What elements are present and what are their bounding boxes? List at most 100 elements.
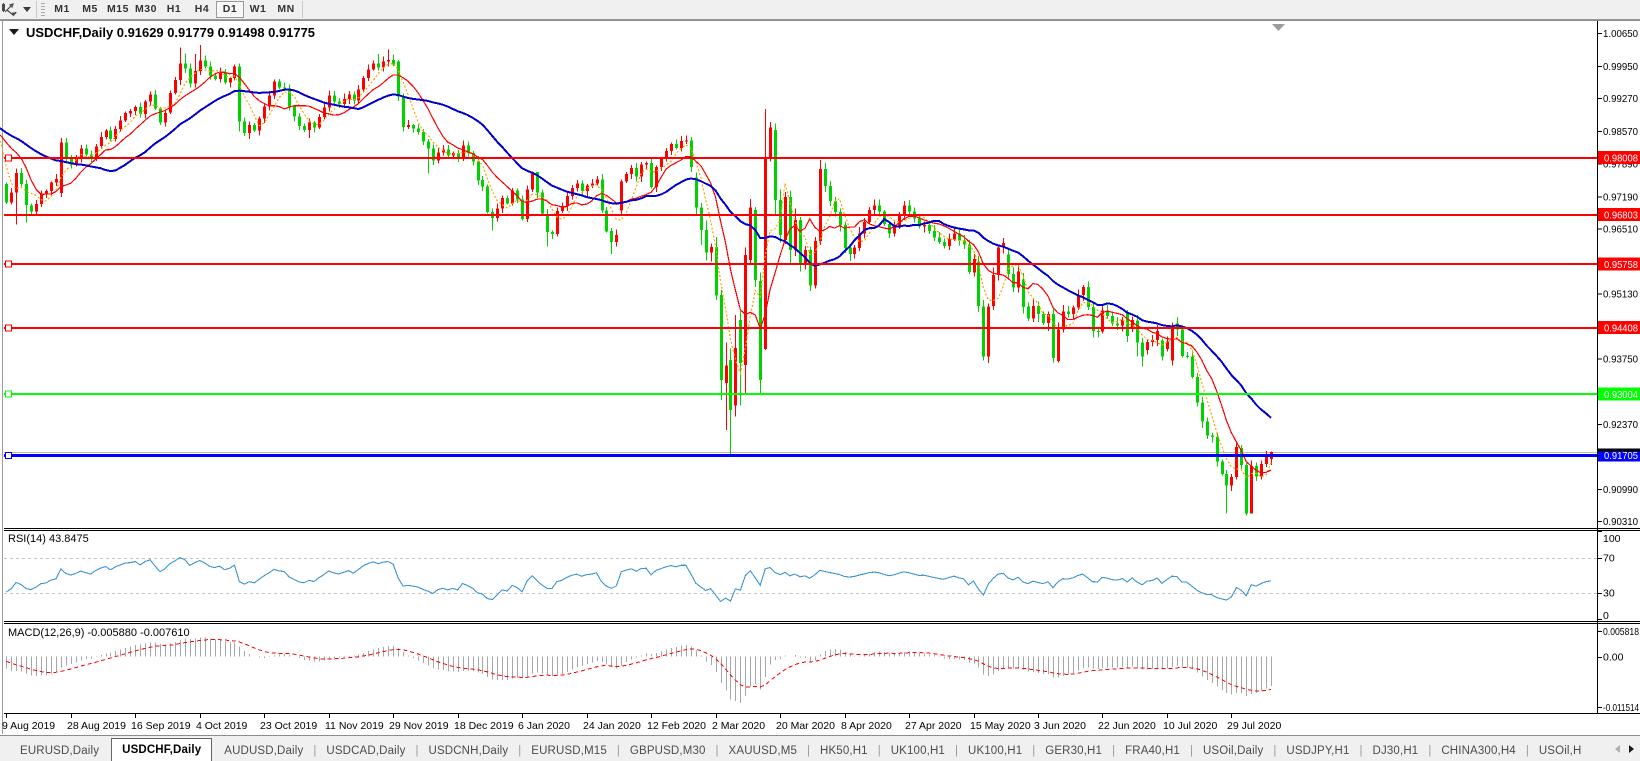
date-label: 6 Jan 2020	[518, 720, 570, 732]
price-badge-label: 0.96803	[1604, 210, 1638, 222]
chart-title-text: USDCHF,Daily 0.91629 0.91779 0.91498 0.9…	[26, 26, 315, 40]
date-label: 28 Aug 2019	[67, 720, 126, 732]
price-axis[interactable]: 1.006500.999500.992700.985700.978900.971…	[1598, 28, 1640, 528]
price-tick-label: 0.90990	[1603, 484, 1638, 496]
axis-badge-0.93004: 0.93004	[1598, 387, 1640, 401]
tab-separator: |	[518, 745, 522, 757]
date-label: 22 Jun 2020	[1098, 720, 1156, 732]
symbol-caret-icon	[9, 29, 19, 35]
main-pane[interactable]	[0, 44, 1597, 516]
chart-tab-usdchf-daily[interactable]: USDCHF,Daily	[111, 738, 213, 761]
rsi-axis-label: 100	[1603, 533, 1621, 545]
chart-tab-usoil-h[interactable]: USOil,H	[1538, 745, 1582, 757]
date-label: 15 May 2020	[970, 720, 1031, 732]
scroll-to-end-marker[interactable]	[1272, 24, 1285, 31]
tab-separator: |	[1189, 745, 1193, 757]
chart-tab-eurusd-m15[interactable]: EURUSD,M15	[531, 745, 607, 757]
date-label: 29 Nov 2019	[389, 720, 449, 732]
macd-axis-label: -0.011514	[1603, 702, 1639, 714]
price-tick-label: 0.90310	[1603, 516, 1638, 528]
period-button-m1[interactable]: M1	[54, 3, 70, 15]
rsi-axis-label: 0	[1603, 610, 1609, 622]
axis-badge-0.95758: 0.95758	[1598, 257, 1640, 271]
pane-frames	[0, 20, 1640, 734]
date-label: 2 Mar 2020	[712, 720, 765, 732]
tab-separator: |	[1273, 745, 1277, 757]
chart-tab-usdcnh-daily[interactable]: USDCNH,Daily	[428, 745, 509, 757]
date-label: 8 Apr 2020	[841, 720, 892, 732]
period-button-m5[interactable]: M5	[82, 3, 98, 15]
chart-tab-dj30-h1[interactable]: DJ30,H1	[1372, 745, 1419, 757]
chart-tab-uk100-h1[interactable]: UK100,H1	[967, 745, 1023, 757]
macd-indicator-label: MACD(12,26,9) -0.005880 -0.007610	[8, 627, 190, 639]
rsi-pane[interactable]: 100 70 30 0 RSI(14) 43.8475	[4, 531, 1621, 623]
date-label: 23 Oct 2019	[260, 720, 317, 732]
price-badge-label: 0.91705	[1604, 450, 1638, 462]
date-label: 18 Dec 2019	[454, 720, 514, 732]
tab-separator: |	[877, 745, 881, 757]
chart-type-icon[interactable]	[0, 0, 34, 19]
date-label: 3 Jun 2020	[1034, 720, 1086, 732]
date-label: 24 Jan 2020	[583, 720, 641, 732]
macd-pane[interactable]: 0.005818 0.00 -0.011514 MACD(12,26,9) -0.00…	[6, 626, 1639, 714]
tab-separator: |	[616, 745, 620, 757]
date-label: 29 Jul 2020	[1227, 720, 1281, 732]
date-label: 4 Oct 2019	[196, 720, 248, 732]
chart-area[interactable]: 1.00650 0.99950 0.99270 0.98570 0.97890 0.971…	[0, 20, 1640, 735]
chart-tab-ger30-h1[interactable]: GER30,H1	[1045, 745, 1103, 757]
tab-separator: |	[1525, 745, 1529, 757]
date-label: 20 Mar 2020	[776, 720, 835, 732]
chart-tab-uk100-h1[interactable]: UK100,H1	[890, 745, 945, 757]
period-button-h1[interactable]: H1	[166, 3, 182, 15]
chart-tab-gbpusd-m30[interactable]: GBPUSD,M30	[629, 745, 706, 757]
price-tick-label: 0.95130	[1603, 289, 1638, 301]
caret-down-icon[interactable]	[23, 7, 31, 12]
rsi-indicator-label: RSI(14) 43.8475	[8, 533, 89, 545]
chart-tab-usoil-daily[interactable]: USOil,Daily	[1202, 745, 1264, 757]
chart-tab-fra40-h1[interactable]: FRA40,H1	[1125, 745, 1180, 757]
chart-tab-hk50-h1[interactable]: HK50,H1	[820, 745, 868, 757]
toolbar: M1 M5 M15 M30 H1 H4 D1 W1 MN	[0, 0, 1640, 20]
overlay-ma25	[0, 88, 1272, 419]
tab-separator: |	[415, 745, 419, 757]
scroll-right-icon[interactable]	[1629, 745, 1634, 753]
time-axis[interactable]: 9 Aug 2019 28 Aug 2019 16 Sep 2019 4 Oct 20…	[2, 714, 1281, 732]
tab-separator: |	[807, 745, 810, 757]
chart-tab-bar: EURUSD,Daily USDCHF,Daily AUDUSD,Daily | USD…	[0, 735, 1640, 761]
toolbar-grip[interactable]	[41, 2, 45, 17]
price-tick-label: 0.92370	[1603, 419, 1638, 431]
chart-tab-usdcad-daily[interactable]: USDCAD,Daily	[326, 745, 406, 757]
date-label: 12 Feb 2020	[647, 720, 706, 732]
date-label: 11 Nov 2019	[325, 720, 384, 732]
date-label: 10 Jul 2020	[1163, 720, 1217, 732]
macd-axis-label: 0.00	[1603, 652, 1624, 664]
price-tick-label: 0.99950	[1603, 61, 1638, 73]
price-tick-label: 0.93750	[1603, 354, 1638, 366]
period-button-w1[interactable]: W1	[249, 3, 267, 15]
horizontal-lines[interactable]	[4, 154, 1597, 460]
chart-tab-china300-h4[interactable]: CHINA300,H4	[1441, 745, 1516, 757]
rsi-axis-label: 30	[1603, 588, 1615, 600]
toolbar-separator	[302, 1, 303, 18]
period-button-d1[interactable]: D1	[216, 1, 244, 18]
price-chart[interactable]: 1.006500.999500.992700.985700.978900.971…	[0, 20, 1640, 735]
price-badge-label: 0.94408	[1604, 323, 1638, 335]
period-button-h4[interactable]: H4	[194, 3, 210, 15]
period-button-m30[interactable]: M30	[135, 3, 157, 15]
period-button-m15[interactable]: M15	[107, 3, 129, 15]
price-tick-label: 0.96510	[1603, 223, 1638, 235]
chart-tab-audusd-daily[interactable]: AUDUSD,Daily	[224, 745, 304, 757]
date-label: 27 Apr 2020	[905, 720, 962, 732]
chart-tab-eurusd-daily[interactable]: EURUSD,Daily	[20, 745, 100, 757]
period-button-mn[interactable]: MN	[277, 3, 295, 15]
chart-tab-xauusd-m5[interactable]: XAUUSD,M5	[728, 745, 797, 757]
axis-badge-0.94408: 0.94408	[1598, 321, 1640, 335]
scroll-left-icon[interactable]	[1615, 745, 1620, 753]
toolbar-separator	[36, 1, 37, 18]
chart-tab-usdjpy-h1[interactable]: USDJPY,H1	[1286, 745, 1350, 757]
tab-separator: |	[954, 745, 958, 757]
tab-separator: |	[1032, 745, 1036, 757]
rsi-axis-label: 70	[1603, 553, 1615, 565]
tab-scroll-arrows	[1613, 737, 1640, 761]
tab-separator: |	[715, 745, 719, 757]
